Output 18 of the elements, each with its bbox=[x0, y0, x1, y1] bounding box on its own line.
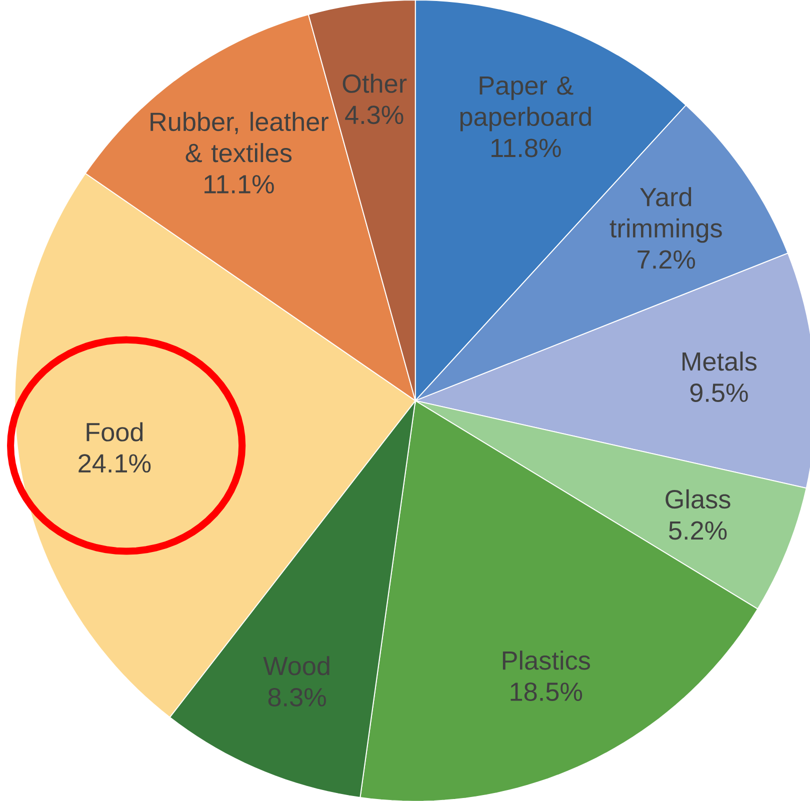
slice-label: Other bbox=[342, 74, 407, 93]
slice-label: Paper & paperboard bbox=[460, 76, 591, 132]
data-label: 11.1% bbox=[204, 174, 274, 194]
slice-label: Yard trimmings bbox=[610, 186, 722, 243]
data-label: 18.5% bbox=[510, 682, 582, 701]
data-label: 4.3% bbox=[345, 105, 404, 124]
slice-label: Rubber, leather & textiles bbox=[150, 112, 328, 162]
data-label: 9.5% bbox=[690, 383, 748, 402]
data-label: 11.8% bbox=[492, 138, 561, 158]
slice-label: Food bbox=[86, 422, 143, 442]
slice-label: Plastics bbox=[502, 650, 590, 670]
data-label: 24.1% bbox=[78, 454, 151, 472]
data-label: 7.2% bbox=[638, 250, 696, 269]
slice-label: Metals bbox=[682, 351, 757, 371]
data-label: 8.3% bbox=[268, 688, 326, 706]
data-label: 5.2% bbox=[669, 521, 727, 540]
slice-label: Wood bbox=[263, 656, 330, 676]
slice-label: Glass bbox=[666, 489, 730, 508]
